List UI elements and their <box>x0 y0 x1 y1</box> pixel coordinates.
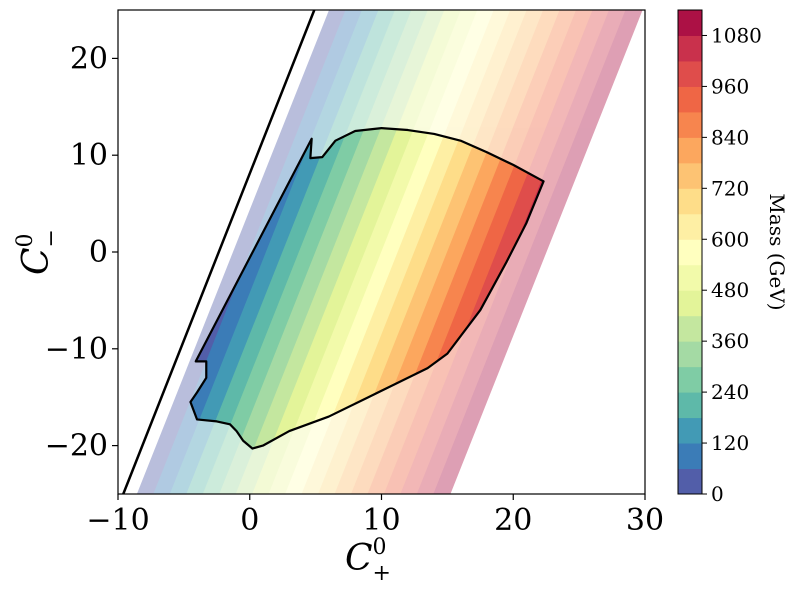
colorbar <box>678 10 702 495</box>
colorbar-tick-label: 360 <box>711 329 749 353</box>
colorbar-level <box>678 315 702 342</box>
x-tick-label: 0 <box>240 503 259 538</box>
x-tick-label: −10 <box>86 503 149 538</box>
colorbar-tick-label: 600 <box>711 227 749 251</box>
colorbar-level <box>678 392 702 419</box>
colorbar-level <box>678 111 702 138</box>
x-tick-label: 20 <box>494 503 532 538</box>
colorbar-tick-label: 240 <box>711 380 749 404</box>
colorbar-level <box>678 60 702 87</box>
colorbar-level <box>678 239 702 266</box>
plot-area <box>122 9 643 495</box>
colorbar-level <box>678 10 702 36</box>
y-axis-title-sup: 0 <box>13 233 38 247</box>
colorbar-level <box>678 162 702 189</box>
colorbar-level <box>678 188 702 215</box>
x-axis-title: C0 + <box>345 535 391 586</box>
colorbar-tick-label: 1080 <box>711 23 762 47</box>
x-axis-title-sup: 0 <box>373 535 387 560</box>
y-tick-label: 10 <box>70 138 108 173</box>
y-axis-title: C0− <box>13 229 64 275</box>
colorbar-tick-label: 0 <box>711 482 724 506</box>
colorbar-level <box>678 468 702 495</box>
colorbar-tick-label: 480 <box>711 278 749 302</box>
colorbar-level <box>678 443 702 470</box>
x-axis-ticks: −10 0 10 20 30 <box>86 494 664 538</box>
colorbar-level <box>678 417 702 444</box>
colorbar-level <box>678 35 702 62</box>
contour-band <box>235 128 446 449</box>
colorbar-tick-label: 960 <box>711 74 749 98</box>
y-tick-label: 0 <box>89 235 108 270</box>
y-axis-ticks: −20 −10 0 10 20 <box>45 41 118 464</box>
colorbar-level <box>678 264 702 291</box>
x-tick-label: 30 <box>626 503 664 538</box>
contour-band <box>416 10 627 494</box>
colorbar-level <box>678 290 702 317</box>
contour-band <box>433 10 643 494</box>
y-tick-label: 20 <box>70 41 108 76</box>
colorbar-label: Mass (GeV) <box>765 193 789 310</box>
colorbar-tick-label: 840 <box>711 125 749 149</box>
colorbar-level <box>678 341 702 368</box>
y-axis-title-sub: − <box>39 229 64 247</box>
colorbar-tick-label: 120 <box>711 431 749 455</box>
allowed-region-outline <box>189 126 545 450</box>
contour-band <box>219 128 429 449</box>
colorbar-level <box>678 366 702 393</box>
colorbar-ticks: 0 120 240 360 480 600 720 840 960 1080 <box>702 23 762 506</box>
colorbar-level <box>678 137 702 164</box>
contour-band <box>136 10 347 494</box>
x-axis-title-sub: + <box>373 561 391 586</box>
colorbar-frame <box>677 9 703 495</box>
y-tick-label: −20 <box>45 429 108 464</box>
colorbar-level <box>678 213 702 240</box>
boundary-line <box>122 9 316 495</box>
y-tick-label: −10 <box>45 332 108 367</box>
colorbar-level <box>678 86 702 113</box>
colorbar-tick-label: 720 <box>711 176 749 200</box>
x-tick-label: 10 <box>362 503 400 538</box>
